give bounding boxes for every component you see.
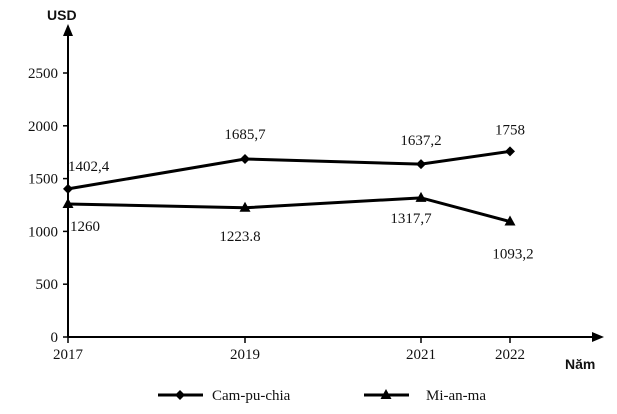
- series-0-point: [240, 153, 250, 164]
- x-tick-label: 2019: [230, 347, 260, 363]
- series-1-point: [62, 197, 74, 208]
- x-tick-label: 2017: [53, 347, 84, 363]
- series-1-point: [504, 215, 516, 226]
- series-group: [62, 146, 516, 226]
- legend-label-1: Mi-an-ma: [426, 388, 486, 404]
- y-axis-title: USD: [47, 7, 77, 23]
- x-tick-label: 2021: [406, 347, 436, 363]
- series-0-point: [416, 159, 426, 170]
- data-label: 1758: [495, 122, 525, 138]
- data-label: 1685,7: [224, 127, 266, 143]
- data-label: 1637,2: [400, 133, 441, 149]
- x-ticks: 2017 2019 2021 2022: [53, 337, 525, 363]
- axes: USD Năm: [47, 7, 604, 372]
- y-tick-label: 1500: [28, 172, 58, 188]
- series-line-0: [67, 149, 511, 191]
- data-label: 1223.8: [219, 229, 260, 245]
- y-tick-label: 1000: [28, 224, 58, 240]
- y-tick-label: 500: [36, 277, 59, 293]
- series-1-point: [239, 201, 251, 212]
- data-label: 1317,7: [390, 211, 432, 227]
- y-tick-label: 2500: [28, 66, 58, 82]
- series-0-point: [63, 183, 73, 194]
- data-label: 1093,2: [492, 247, 533, 263]
- series-1-point: [415, 191, 427, 202]
- series-0-point: [505, 146, 515, 157]
- legend-marker-1: [380, 389, 392, 399]
- y-axis-arrow: [63, 24, 73, 36]
- data-labels: 1402,4 1685,7 1637,2 1758 1260 1223.8 1317,7 10…: [68, 122, 534, 262]
- y-tick-label: 2000: [28, 119, 58, 135]
- y-ticks: 0 500 1000 1500 2000 2500: [28, 66, 68, 346]
- x-axis-arrow: [592, 332, 604, 342]
- legend-marker-0: [175, 390, 185, 400]
- x-tick-label: 2022: [495, 347, 525, 363]
- legend-label-0: Cam-pu-chia: [212, 388, 291, 404]
- data-label: 1402,4: [68, 159, 110, 175]
- x-axis-title: Năm: [565, 356, 595, 372]
- series-line-1: [67, 196, 511, 224]
- legend: Cam-pu-chia Mi-an-ma: [158, 388, 486, 404]
- y-tick-label: 0: [51, 330, 59, 346]
- data-label: 1260: [70, 219, 100, 235]
